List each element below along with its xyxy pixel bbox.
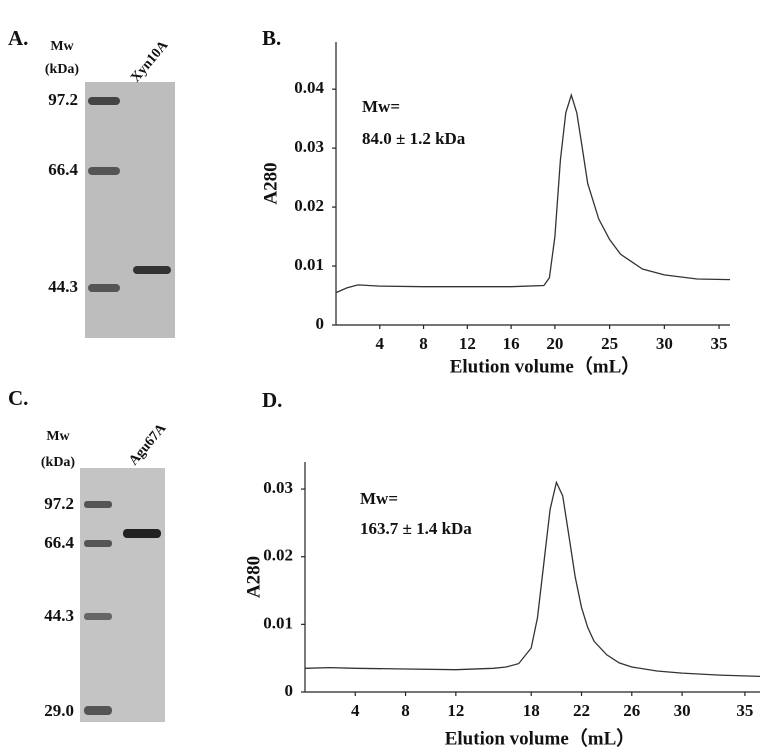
x-tick-label: 16 (503, 334, 520, 353)
x-tick-label: 12 (459, 334, 476, 353)
mw-header: Mw (46, 429, 70, 444)
annotation: Mw= (362, 97, 400, 116)
x-tick-label: 4 (351, 701, 360, 720)
panel-label: A. (8, 26, 28, 50)
x-tick-label: 22 (573, 701, 590, 720)
annotation: 84.0 ± 1.2 kDa (362, 129, 466, 148)
mw-header: (kDa) (41, 455, 76, 470)
lane-label: Xyn10A (128, 38, 172, 86)
band (88, 284, 120, 292)
gel (85, 82, 175, 338)
band (133, 266, 171, 274)
y-tick-label: 0.03 (294, 137, 324, 156)
x-tick-label: 25 (601, 334, 618, 353)
mw-header: Mw (50, 39, 74, 54)
x-tick-label: 26 (623, 701, 640, 720)
panel-label: B. (262, 26, 281, 50)
annotation: Mw= (360, 489, 398, 508)
x-axis-label: Elution volume（mL） (450, 354, 641, 377)
marker-label: 66.4 (44, 533, 74, 552)
x-tick-label: 18 (523, 701, 540, 720)
data-line (335, 92, 731, 294)
y-axis-label: A280 (260, 162, 281, 204)
marker-label: 44.3 (44, 606, 74, 625)
panel-label: D. (262, 388, 282, 412)
y-tick-label: 0 (316, 314, 325, 333)
y-tick-label: 0.01 (263, 613, 293, 632)
band (123, 529, 161, 538)
y-tick-label: 0.02 (263, 546, 293, 565)
y-tick-label: 0.02 (294, 196, 324, 215)
marker-label: 66.4 (48, 160, 78, 179)
mw-header: (kDa) (45, 62, 80, 77)
band (88, 97, 120, 105)
y-tick-label: 0.03 (263, 478, 293, 497)
band (88, 167, 120, 175)
y-tick-label: 0.01 (294, 255, 324, 274)
x-tick-label: 30 (674, 701, 691, 720)
x-tick-label: 20 (546, 334, 563, 353)
x-tick-label: 35 (711, 334, 728, 353)
y-tick-label: 0 (285, 681, 294, 700)
y-axis-label: A280 (243, 556, 264, 598)
x-tick-label: 12 (447, 701, 464, 720)
band (84, 613, 112, 620)
gel (80, 468, 165, 722)
marker-label: 44.3 (48, 277, 78, 296)
marker-label: 97.2 (44, 494, 74, 513)
x-tick-label: 8 (401, 701, 410, 720)
y-tick-label: 0.04 (294, 78, 324, 97)
x-axis-label: Elution volume（mL） (445, 726, 636, 749)
annotation: 163.7 ± 1.4 kDa (360, 519, 472, 538)
data-line (304, 480, 761, 678)
marker-label: 97.2 (48, 90, 78, 109)
band (84, 501, 112, 508)
x-tick-label: 35 (736, 701, 753, 720)
lane-label: Agu67A (126, 421, 170, 469)
band (84, 540, 112, 547)
x-tick-label: 4 (376, 334, 385, 353)
marker-label: 29.0 (44, 701, 74, 720)
x-tick-label: 8 (419, 334, 428, 353)
band (84, 706, 112, 715)
x-tick-label: 30 (656, 334, 673, 353)
panel-label: C. (8, 386, 28, 410)
